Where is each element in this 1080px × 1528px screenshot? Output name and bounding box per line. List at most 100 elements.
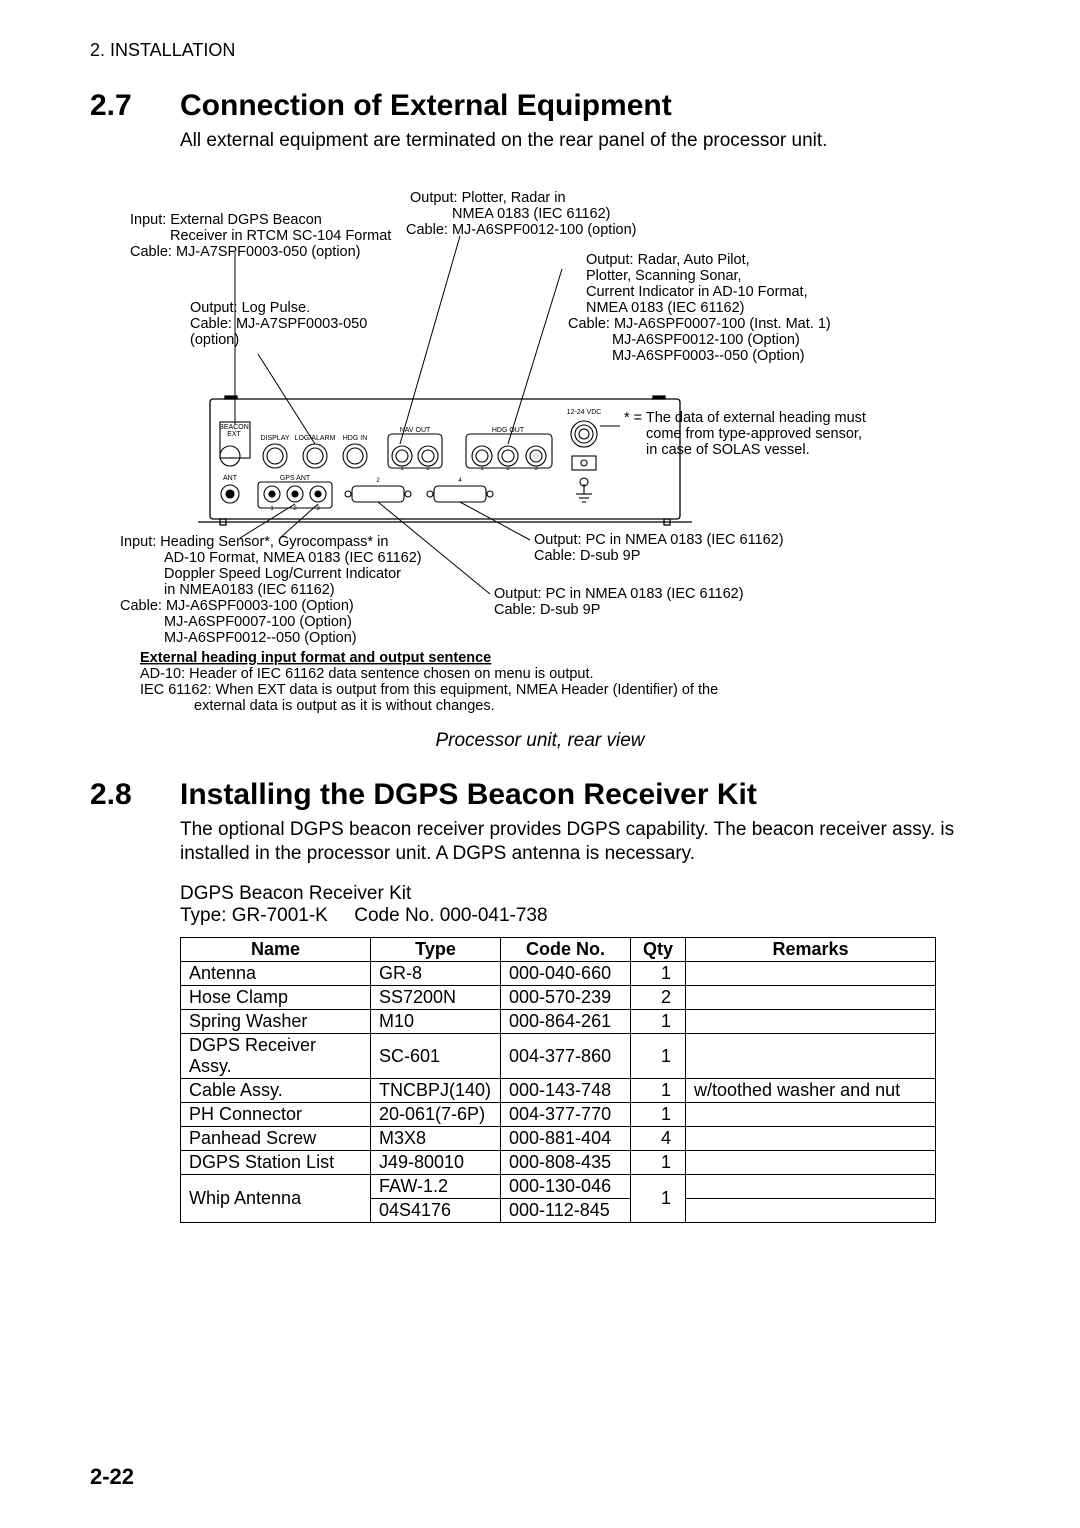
cell-code: 004-377-860 [501, 1034, 631, 1079]
svg-text:3: 3 [534, 466, 538, 472]
th-remarks: Remarks [686, 938, 936, 962]
svg-text:Cable: MJ-A7SPF0003-050 (optio: Cable: MJ-A7SPF0003-050 (option) [130, 244, 361, 260]
svg-text:2: 2 [506, 466, 510, 472]
svg-text:(option): (option) [190, 332, 239, 348]
svg-text:Output: Plotter, Radar in: Output: Plotter, Radar in [410, 190, 566, 206]
svg-text:1: 1 [400, 466, 404, 472]
cell-code: 004-377-770 [501, 1103, 631, 1127]
section-27-num: 2.7 [90, 89, 180, 123]
section-28-body: The optional DGPS beacon receiver provid… [180, 818, 990, 867]
cell-remarks [686, 1034, 936, 1079]
svg-text:MJ-A6SPF0007-100 (Option): MJ-A6SPF0007-100 (Option) [164, 614, 352, 630]
table-header-row: Name Type Code No. Qty Remarks [181, 938, 936, 962]
table-row: Hose ClampSS7200N000-570-2392 [181, 986, 936, 1010]
svg-text:Output: Log Pulse.: Output: Log Pulse. [190, 300, 310, 316]
cell-type: FAW-1.2 [371, 1175, 501, 1199]
svg-text:in case of SOLAS vessel.: in case of SOLAS vessel. [646, 442, 810, 458]
svg-text:1: 1 [480, 466, 484, 472]
cell-type: 04S4176 [371, 1199, 501, 1223]
svg-text:Current Indicator in AD-10 For: Current Indicator in AD-10 Format, [586, 284, 808, 300]
svg-text:BEACON: BEACON [219, 424, 249, 431]
section-28-header: 2.8 Installing the DGPS Beacon Receiver … [90, 778, 990, 812]
svg-text:2: 2 [426, 466, 430, 472]
svg-text:2: 2 [293, 506, 297, 512]
table-row: DGPS Station ListJ49-80010000-808-4351 [181, 1151, 936, 1175]
th-code: Code No. [501, 938, 631, 962]
svg-text:Cable: D-sub 9P: Cable: D-sub 9P [534, 548, 640, 564]
section-27-header: 2.7 Connection of External Equipment [90, 89, 990, 123]
cell-remarks [686, 1127, 936, 1151]
svg-text:EXT: EXT [227, 431, 241, 438]
table-row: PH Connector20-061(7-6P)004-377-7701 [181, 1103, 936, 1127]
cell-type: 20-061(7-6P) [371, 1103, 501, 1127]
svg-text:* = The data of external headi: * = The data of external heading must [624, 410, 866, 426]
cell-type: SS7200N [371, 986, 501, 1010]
cell-remarks [686, 1151, 936, 1175]
svg-text:IEC 61162: When EXT data is ou: IEC 61162: When EXT data is output from … [140, 682, 718, 698]
cell-name: Hose Clamp [181, 986, 371, 1010]
cell-type: M3X8 [371, 1127, 501, 1151]
parts-table: Name Type Code No. Qty Remarks AntennaGR… [180, 937, 936, 1223]
cell-type: GR-8 [371, 962, 501, 986]
cell-name: Whip Antenna [181, 1175, 371, 1223]
svg-text:Input: External DGPS Beacon: Input: External DGPS Beacon [130, 212, 322, 228]
table-row: Spring WasherM10000-864-2611 [181, 1010, 936, 1034]
page-number: 2-22 [90, 1464, 134, 1490]
cell-qty: 1 [631, 1079, 686, 1103]
svg-text:LOG/ALARM: LOG/ALARM [295, 435, 336, 442]
svg-text:Plotter, Scanning Sonar,: Plotter, Scanning Sonar, [586, 268, 742, 284]
svg-text:MJ-A6SPF0012-100 (Option): MJ-A6SPF0012-100 (Option) [612, 332, 800, 348]
section-28-num: 2.8 [90, 778, 180, 812]
table-row: DGPS Receiver Assy.SC-601004-377-8601 [181, 1034, 936, 1079]
table-row: Panhead ScrewM3X8000-881-4044 [181, 1127, 936, 1151]
cell-code: 000-881-404 [501, 1127, 631, 1151]
kit-line-1: DGPS Beacon Receiver Kit [180, 883, 990, 905]
svg-text:DISPLAY: DISPLAY [260, 435, 289, 442]
svg-text:AD-10 Format, NMEA 0183 (IEC 6: AD-10 Format, NMEA 0183 (IEC 61162) [164, 550, 422, 566]
table-row: Whip AntennaFAW-1.2000-130-0461 [181, 1175, 936, 1199]
th-name: Name [181, 938, 371, 962]
cell-remarks: w/toothed washer and nut [686, 1079, 936, 1103]
svg-text:in NMEA0183 (IEC 61162): in NMEA0183 (IEC 61162) [164, 582, 335, 598]
cell-code: 000-143-748 [501, 1079, 631, 1103]
kit-type: Type: GR-7001-K [180, 905, 328, 926]
page: 2. INSTALLATION 2.7 Connection of Extern… [0, 0, 1080, 1528]
cell-qty: 1 [631, 1151, 686, 1175]
cell-remarks [686, 962, 936, 986]
th-qty: Qty [631, 938, 686, 962]
svg-text:Output: PC in NMEA 0183 (IEC 6: Output: PC in NMEA 0183 (IEC 61162) [494, 586, 744, 602]
svg-text:Input: Heading Sensor*, Gyroco: Input: Heading Sensor*, Gyrocompass* in [120, 534, 388, 550]
svg-text:NMEA 0183 (IEC 61162): NMEA 0183 (IEC 61162) [586, 300, 745, 316]
kit-code: Code No. 000-041-738 [354, 905, 547, 926]
diagram-caption: Processor unit, rear view [90, 730, 990, 752]
svg-text:Output: PC in NMEA 0183 (IEC 6: Output: PC in NMEA 0183 (IEC 61162) [534, 532, 784, 548]
cell-name: DGPS Station List [181, 1151, 371, 1175]
cell-name: Antenna [181, 962, 371, 986]
cell-remarks [686, 1010, 936, 1034]
svg-text:MJ-A6SPF0012--050 (Option): MJ-A6SPF0012--050 (Option) [164, 630, 357, 646]
table-row: AntennaGR-8000-040-6601 [181, 962, 936, 986]
cell-name: Cable Assy. [181, 1079, 371, 1103]
svg-text:1: 1 [270, 506, 274, 512]
svg-text:HDG OUT: HDG OUT [492, 427, 525, 434]
cell-qty: 1 [631, 1175, 686, 1223]
cell-code: 000-040-660 [501, 962, 631, 986]
svg-text:Cable: MJ-A6SPF0012-100 (optio: Cable: MJ-A6SPF0012-100 (option) [406, 222, 637, 238]
table-row: Cable Assy.TNCBPJ(140)000-143-7481w/toot… [181, 1079, 936, 1103]
cell-name: Spring Washer [181, 1010, 371, 1034]
cell-code: 000-570-239 [501, 986, 631, 1010]
svg-text:external data is output as it: external data is output as it is without… [194, 698, 495, 714]
cell-type: SC-601 [371, 1034, 501, 1079]
svg-text:Cable: MJ-A6SPF0003-100 (Optio: Cable: MJ-A6SPF0003-100 (Option) [120, 598, 354, 614]
cell-qty: 1 [631, 1103, 686, 1127]
svg-text:come from type-approved sensor: come from type-approved sensor, [646, 426, 862, 442]
cell-code: 000-112-845 [501, 1199, 631, 1223]
section-28-title: Installing the DGPS Beacon Receiver Kit [180, 778, 757, 812]
svg-text:Output: Radar, Auto Pilot,: Output: Radar, Auto Pilot, [586, 252, 750, 268]
cell-qty: 4 [631, 1127, 686, 1151]
svg-text:GPS ANT: GPS ANT [280, 475, 311, 482]
cell-code: 000-130-046 [501, 1175, 631, 1199]
cell-type: TNCBPJ(140) [371, 1079, 501, 1103]
svg-text:HDG IN: HDG IN [343, 435, 368, 442]
svg-text:External heading input format: External heading input format and output… [140, 650, 491, 666]
